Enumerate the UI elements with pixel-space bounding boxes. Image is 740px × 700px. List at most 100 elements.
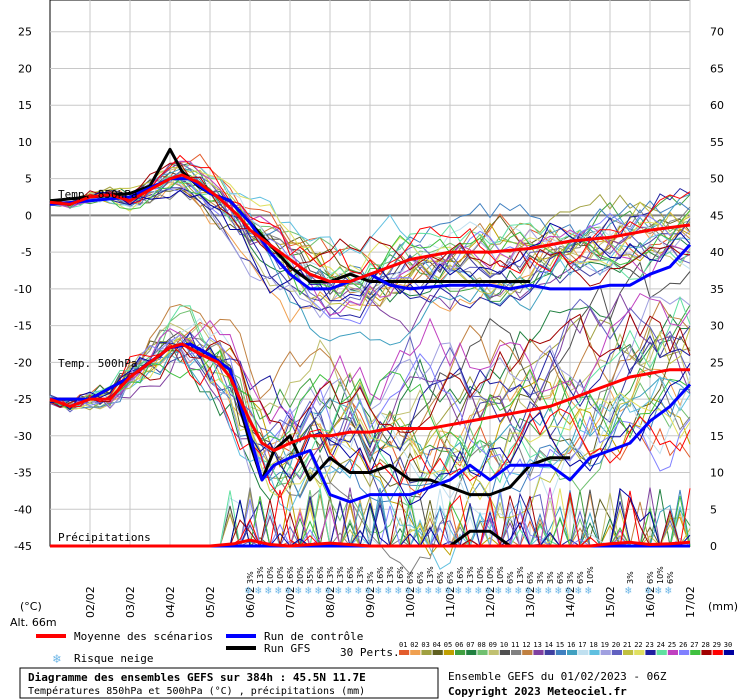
snow-risk-pct: 13%	[466, 566, 475, 584]
perturbation-swatch	[488, 650, 499, 655]
y-left-tick: 25	[18, 26, 32, 39]
snowflake-icon: ❄	[435, 584, 442, 597]
snow-risk-pct: 20%	[296, 566, 305, 584]
snowflake-icon: ❄	[355, 584, 362, 597]
snowflake-icon: ❄	[305, 584, 312, 597]
snow-risk-pct: 13%	[336, 566, 345, 584]
perturbation-swatch	[555, 650, 566, 655]
legend-gfs-label: Run GFS	[264, 642, 310, 655]
snowflake-icon: ❄	[515, 584, 522, 597]
x-date-tick: 10/02	[404, 586, 417, 618]
y-right-tick: 15	[710, 430, 724, 443]
snow-risk-pct: 35%	[306, 566, 315, 584]
perturbation-swatch	[432, 650, 443, 655]
perturbation-number: 30	[724, 641, 732, 649]
snow-risk-pct: 13%	[386, 566, 395, 584]
snowflake-icon: ❄	[265, 584, 272, 597]
perturbation-line-500	[49, 331, 691, 501]
perturbation-number: 07	[466, 641, 474, 649]
snowflake-icon: ❄	[565, 584, 572, 597]
footer-title: Diagramme des ensembles GEFS sur 384h : …	[28, 671, 366, 684]
snowflake-icon: ❄	[375, 584, 382, 597]
snow-risk-pct: 6%	[446, 571, 455, 584]
perturbation-swatch	[544, 650, 555, 655]
perturbation-line-500	[49, 261, 691, 465]
y-right-tick: 60	[710, 99, 724, 112]
y-right-tick: 40	[710, 246, 724, 259]
snowflake-icon: ❄	[585, 584, 592, 597]
snow-risk-pct: 16%	[376, 566, 385, 584]
perturbation-swatch	[611, 650, 622, 655]
x-date-tick: 11/02	[444, 586, 457, 618]
y-right-tick: 30	[710, 320, 724, 333]
y-left-tick: -10	[14, 283, 32, 296]
perturbation-number: 20	[612, 641, 620, 649]
snow-risk-pct: 16%	[456, 566, 465, 584]
y-left-tick: -15	[14, 320, 32, 333]
y-right-tick: 50	[710, 173, 724, 186]
y-right-tick: 20	[710, 393, 724, 406]
snow-risk-pct: 6%	[646, 571, 655, 584]
perturbation-swatch	[399, 650, 410, 655]
snow-risk-pct: 13%	[256, 566, 265, 584]
y-right-tick: 65	[710, 62, 724, 75]
y-right-tick: 10	[710, 467, 724, 480]
perturbation-number: 18	[589, 641, 597, 649]
perturbation-number: 08	[477, 641, 485, 649]
perturbation-swatch	[623, 650, 634, 655]
x-date-tick: 14/02	[564, 586, 577, 618]
perturbation-swatch	[679, 650, 690, 655]
perturbation-number: 14	[545, 641, 553, 649]
snowflake-icon: ❄	[665, 584, 672, 597]
perturbation-number: 17	[578, 641, 586, 649]
snowflake-icon: ❄	[655, 584, 662, 597]
perturbation-swatch	[421, 650, 432, 655]
perturbation-number: 06	[455, 641, 463, 649]
perturbation-swatch	[690, 650, 701, 655]
control-t500-line	[50, 342, 692, 504]
t500-panel-label: Temp. 500hPa	[58, 357, 137, 370]
perturbation-number: 12	[522, 641, 530, 649]
snowflake-icon: ❄	[345, 584, 352, 597]
legend: Moyenne des scénarios Run de contrôle Ru…	[36, 630, 734, 667]
snowflake-icon: ❄	[485, 584, 492, 597]
perturbation-swatch	[567, 650, 578, 655]
perturbation-line-500	[49, 296, 691, 474]
footer-box	[19, 667, 439, 699]
snowflake-icon: ❄	[405, 584, 412, 597]
snowflake-icon: ❄	[335, 584, 342, 597]
main-series	[49, 147, 692, 548]
snow-risk-pct: 10%	[276, 566, 285, 584]
perturbation-number: 15	[556, 641, 564, 649]
x-date-tick: 05/02	[204, 586, 217, 618]
y-left-tick: -30	[14, 430, 32, 443]
x-date-tick: 17/02	[684, 586, 697, 618]
x-date-tick: 09/02	[364, 586, 377, 618]
axes: 30752570206515601055550045-540-1035-1530…	[14, 0, 724, 618]
y-left-tick: -20	[14, 356, 32, 369]
perturbation-number: 29	[713, 641, 721, 649]
mean-t850-line	[49, 173, 691, 283]
snowflake-icon: ❄	[285, 584, 292, 597]
snowflake-icon: ❄	[245, 584, 252, 597]
y-right-tick: 45	[710, 209, 724, 222]
snow-risk-pct: 3%	[626, 571, 635, 584]
snowflake-icon: ❄	[445, 584, 452, 597]
y-left-tick: 10	[18, 136, 32, 149]
perturbation-line-500	[49, 334, 691, 482]
perturbation-number: 22	[634, 641, 642, 649]
snowflake-icon: ❄	[425, 584, 432, 597]
x-date-tick: 07/02	[284, 586, 297, 618]
perturbation-swatch	[645, 650, 656, 655]
perturbation-swatch	[578, 650, 589, 655]
perturbation-swatch	[667, 650, 678, 655]
y-left-tick: 30	[18, 0, 32, 2]
snowflake-icon: ❄	[575, 584, 582, 597]
perturbation-line-850	[49, 183, 691, 325]
snowflake-icon: ❄	[555, 584, 562, 597]
perturbation-swatch	[656, 650, 667, 655]
legend-mean-label: Moyenne des scénarios	[74, 630, 213, 643]
snow-risk-pct: 6%	[416, 571, 425, 584]
legend-snow-label: Risque neige	[74, 652, 153, 665]
y-right-tick: 5	[710, 503, 717, 516]
